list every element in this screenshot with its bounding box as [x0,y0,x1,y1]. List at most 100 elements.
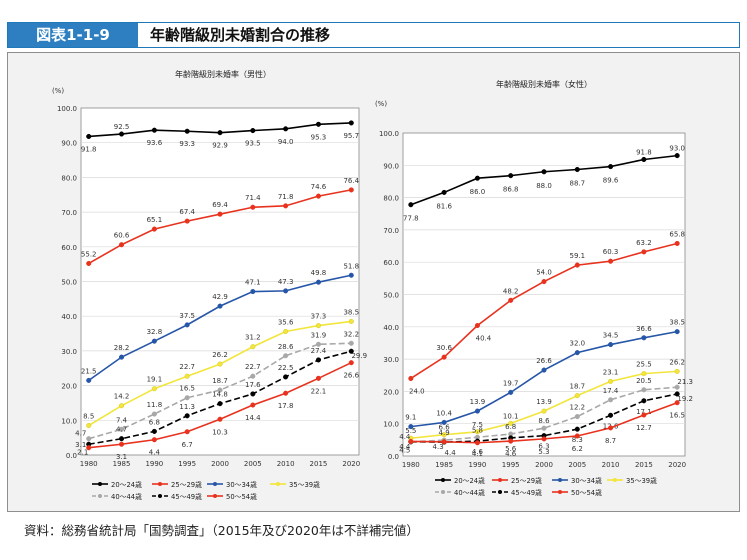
y-tick-label: 30.0 [383,356,399,364]
data-label: 3.1 [116,453,127,461]
data-point [283,126,289,132]
data-label: 93.6 [147,139,163,147]
data-label: 4.6 [505,450,517,458]
legend-label: 25～29歳 [171,480,202,489]
data-point [441,419,447,425]
data-label: 29.9 [351,352,367,360]
data-point [348,272,354,278]
data-point [441,354,447,360]
data-point [217,361,223,367]
data-label: 4.7 [116,426,127,434]
data-label: 60.3 [603,248,619,256]
data-label: 31.9 [311,331,327,339]
data-label: 81.6 [436,202,452,210]
data-label: 31.2 [245,334,261,342]
y-tick-label: 70.0 [383,227,399,235]
data-point [674,368,680,374]
x-tick-label: 1990 [145,460,163,468]
x-tick-label: 1985 [435,461,453,469]
data-label: 51.8 [343,262,359,270]
chart-panel: 0.0 10.0 20.0 30.0 40.0 50.0 60.0 70.0 80.0 90.0 1… [7,52,740,512]
data-point [641,335,647,341]
y-tick-label: 60.0 [383,259,399,267]
y-tick-label: 10.0 [61,417,77,425]
data-label: 47.1 [245,279,261,287]
data-label: 63.2 [636,239,652,247]
data-point [508,297,514,303]
data-label: 12.2 [569,404,585,412]
y-tick-label: 50.0 [61,279,77,287]
chart-title: 年齢階級別未婚率（男性） [175,69,271,79]
x-tick-label: 2000 [535,461,553,469]
data-point [184,322,190,328]
legend-marker [98,482,102,486]
data-point [674,400,680,406]
data-point [151,428,157,434]
data-label: 65.1 [147,216,163,224]
data-point [541,367,547,373]
data-label: 6.2 [572,445,583,453]
y-tick-label: 30.0 [61,348,77,356]
data-point [315,323,322,329]
x-tick-label: 2010 [602,461,620,469]
data-point [674,153,680,159]
data-point [541,169,547,175]
y-axis-label: (%) [52,87,64,95]
data-label: 17.6 [245,381,261,389]
data-label: 14.2 [114,393,130,401]
data-label: 13.9 [470,398,486,406]
data-point [250,344,256,350]
data-point [608,258,614,264]
data-label: 91.8 [636,148,652,156]
data-label: 21.3 [677,378,693,386]
data-label: 18.7 [569,383,585,391]
data-label: 22.7 [179,363,195,371]
data-label: 9.1 [405,414,416,422]
legend-marker [276,482,280,486]
data-label: 5.3 [538,448,549,456]
data-label: 8.5 [83,413,94,421]
data-label: 28.2 [114,344,130,352]
data-point [283,328,289,335]
data-point [574,262,580,268]
data-label: 19.2 [677,395,693,403]
data-label: 6.8 [505,423,516,431]
data-label: 11.3 [179,403,195,411]
data-label: 4.1 [472,450,483,458]
data-point [348,340,354,346]
data-label: 4.7 [75,430,86,438]
data-point [315,121,322,127]
data-label: 93.0 [669,145,685,153]
data-label: 23.1 [603,368,619,376]
data-label: 4.4 [445,449,457,457]
data-label: 34.5 [603,332,619,340]
data-point [574,350,580,356]
x-tick-label: 1985 [113,460,131,468]
y-tick-label: 20.0 [383,388,399,396]
data-point [250,391,256,397]
data-point [608,378,614,384]
data-label: 37.3 [311,313,327,321]
data-label: 92.9 [212,142,228,150]
data-label: 19.1 [147,376,163,384]
legend-label: 45～49歳 [511,488,542,497]
y-tick-label: 90.0 [61,140,77,148]
data-point [151,338,157,344]
y-tick-label: 50.0 [383,292,399,300]
data-label: 7.4 [116,416,128,424]
data-label: 4.4 [149,449,161,457]
data-label: 30.6 [436,344,452,352]
figure-label: 図表1-1-9 [8,23,138,47]
data-point [641,387,647,393]
data-label: 18.7 [212,377,228,385]
legend-label: 30～34歳 [226,480,257,489]
legend-label: 40～44歳 [454,488,485,497]
data-label: 88.7 [569,179,585,187]
data-label: 69.4 [212,201,228,209]
x-tick-label: 1990 [469,461,487,469]
legend-label: 20～24歳 [111,480,142,489]
data-point [408,424,414,430]
chart-title: 年齢階級別未婚率（女性） [496,79,592,89]
data-label: 8.3 [572,436,583,444]
data-point [541,436,547,442]
